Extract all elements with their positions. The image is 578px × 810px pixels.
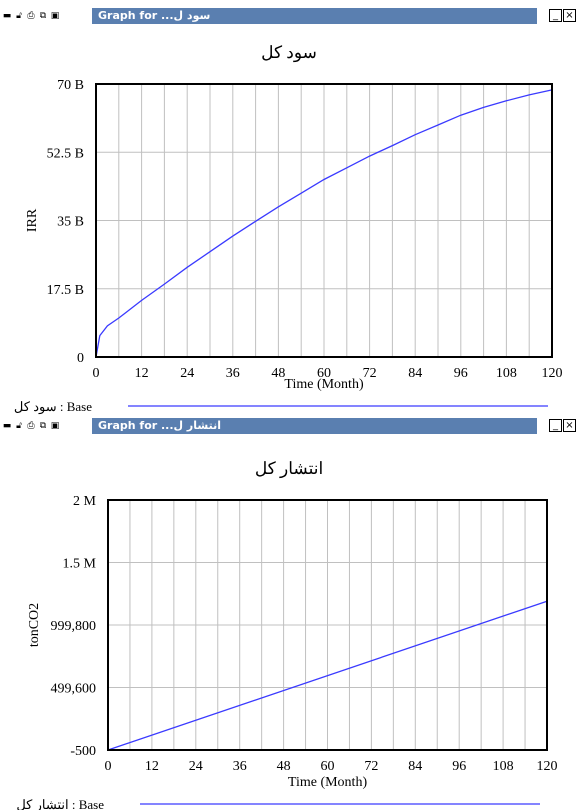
y-tick-label: 1.5 M [63, 557, 97, 572]
x-tick-label: 96 [452, 759, 466, 774]
x-tick-label: 108 [496, 366, 517, 381]
y-tick-label: 52.5 B [47, 146, 84, 161]
copy-icon[interactable]: ⧉ [39, 11, 47, 21]
close-button[interactable]: × [563, 9, 576, 22]
legend-label: انتشار کل : Base [16, 797, 104, 810]
copy-icon[interactable]: ⧉ [39, 421, 47, 431]
window-titlebar[interactable]: ▬ 🔓︎ ⎙ ⧉ ▣ Graph for ...انتشار ل _ × [0, 418, 578, 434]
minimize-button[interactable]: _ [549, 419, 562, 432]
x-tick-label: 0 [93, 366, 100, 381]
y-tick-label: -500 [70, 744, 96, 759]
y-axis-label: IRR [25, 208, 40, 232]
plot-frame [95, 83, 553, 358]
lock-icon[interactable]: 🔓︎ [16, 421, 22, 431]
lock-icon[interactable]: 🔓︎ [16, 11, 22, 21]
close-button[interactable]: × [563, 419, 576, 432]
x-tick-label: 60 [317, 366, 331, 381]
x-tick-label: 84 [408, 759, 422, 774]
minimize-icon[interactable]: ▬ [2, 11, 12, 21]
chart-1: سود کل 0 12 24 36 48 60 72 84 96 108 120 0 17.5 B 35 B… [14, 43, 563, 415]
y-tick-label: 499,600 [51, 682, 97, 697]
x-tick-label: 72 [363, 366, 377, 381]
window-title: Graph for ...انتشار ل [92, 418, 537, 434]
save-icon[interactable]: ▣ [50, 11, 60, 21]
save-icon[interactable]: ▣ [50, 421, 60, 431]
legend-label: سود کل : Base [14, 399, 92, 415]
window-buttons: _ × [549, 9, 576, 22]
series-line-base [95, 89, 553, 358]
print-icon[interactable]: ⎙ [27, 421, 35, 431]
window-titlebar[interactable]: ▬ 🔓︎ ⎙ ⧉ ▣ Graph for ...سود ل _ × [0, 8, 578, 24]
y-axis-label: tonCO2 [27, 603, 42, 647]
x-tick-label: 48 [277, 759, 291, 774]
minimize-button[interactable]: _ [549, 9, 562, 22]
chart-title: سود کل [261, 43, 317, 63]
chart-2: انتشار کل 0 12 24 36 48 60 72 84 96 108 120 -500 499,… [16, 459, 558, 810]
series-line-base [107, 600, 548, 751]
window-buttons: _ × [549, 419, 576, 432]
x-tick-label: 12 [145, 759, 159, 774]
x-tick-label: 120 [537, 759, 558, 774]
x-tick-label: 36 [233, 759, 247, 774]
toolbar-icons: ▬ 🔓︎ ⎙ ⧉ ▣ [2, 420, 60, 432]
x-axis-label: Time (Month) [284, 377, 364, 392]
x-tick-label: 0 [105, 759, 112, 774]
x-tick-label: 108 [493, 759, 514, 774]
chart-title: انتشار کل [255, 459, 323, 479]
minimize-icon[interactable]: ▬ [2, 421, 12, 431]
y-tick-label: 2 M [73, 494, 97, 509]
x-tick-label: 60 [321, 759, 335, 774]
x-tick-label: 36 [226, 366, 240, 381]
x-tick-label: 24 [189, 759, 203, 774]
x-tick-label: 12 [135, 366, 149, 381]
y-tick-label: 17.5 B [47, 283, 84, 298]
window-title: Graph for ...سود ل [92, 8, 537, 24]
graph-panel-1: ▬ 🔓︎ ⎙ ⧉ ▣ Graph for ...سود ل _ × سود کل… [0, 8, 578, 415]
x-tick-label: 72 [364, 759, 378, 774]
toolbar-icons: ▬ 🔓︎ ⎙ ⧉ ▣ [2, 10, 60, 22]
y-tick-label: 0 [77, 351, 84, 366]
x-tick-label: 48 [271, 366, 285, 381]
x-tick-label: 120 [542, 366, 563, 381]
x-tick-label: 24 [180, 366, 194, 381]
graph-panel-2: ▬ 🔓︎ ⎙ ⧉ ▣ Graph for ...انتشار ل _ × انت… [0, 418, 578, 810]
x-axis-label: Time (Month) [288, 775, 368, 790]
x-tick-label: 96 [454, 366, 468, 381]
print-icon[interactable]: ⎙ [27, 11, 35, 21]
plot-frame [107, 499, 548, 751]
y-tick-label: 999,800 [51, 619, 97, 634]
y-tick-label: 35 B [57, 215, 84, 230]
y-tick-label: 70 B [57, 78, 84, 93]
x-tick-label: 84 [408, 366, 422, 381]
